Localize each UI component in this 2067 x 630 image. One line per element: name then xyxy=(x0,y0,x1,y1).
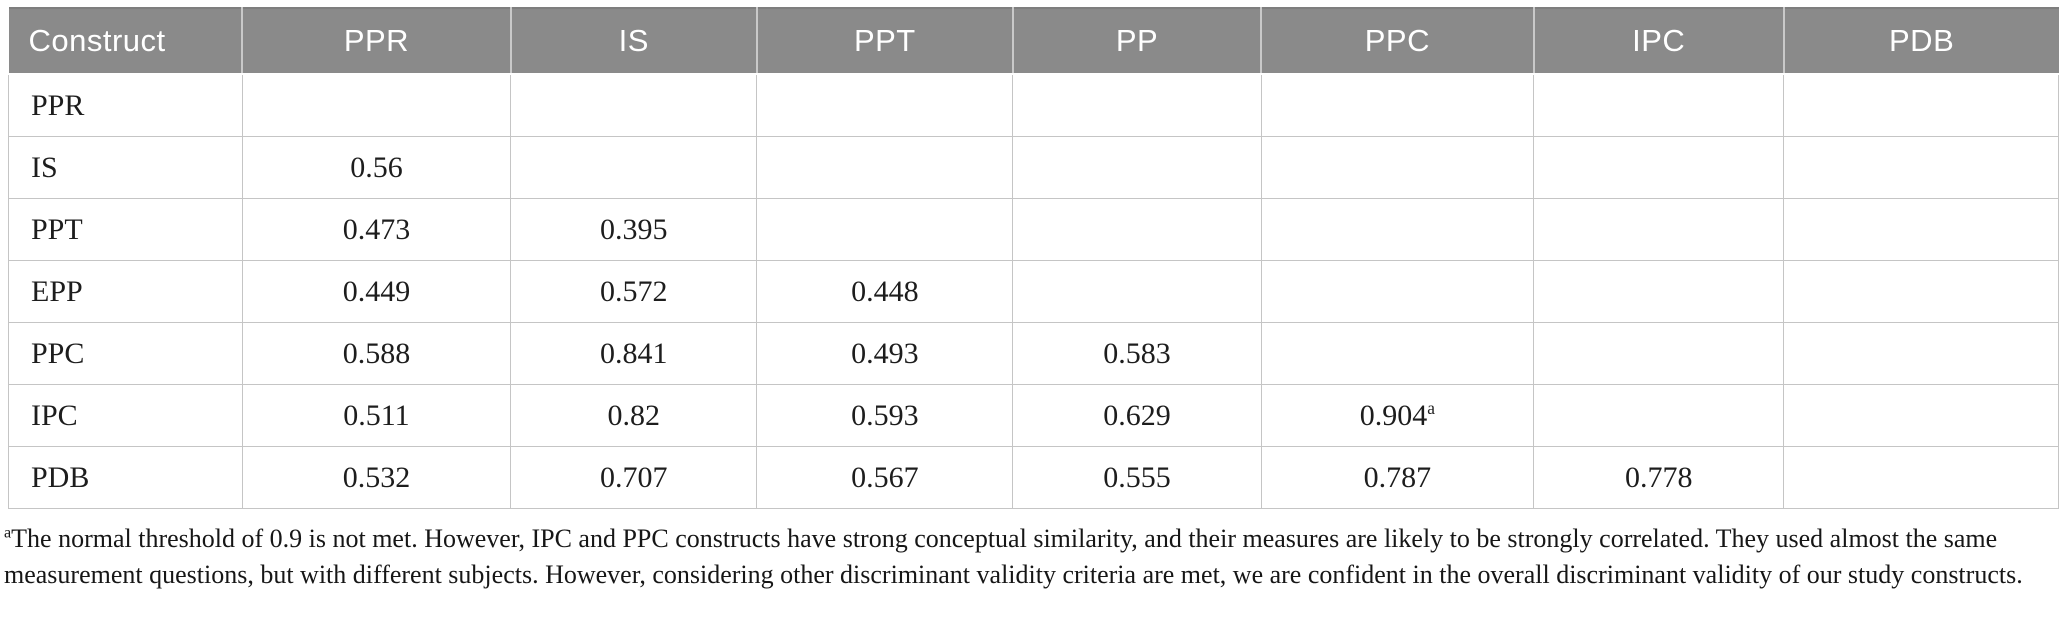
value-cell xyxy=(1783,198,2059,261)
value-cell xyxy=(1533,136,1785,199)
table-header: Construct PPR IS PPT PP PPC IPC PDB xyxy=(8,7,2059,75)
value-cell xyxy=(1533,198,1785,261)
value-cell xyxy=(1783,322,2059,385)
value-cell xyxy=(1260,260,1535,323)
value-cell xyxy=(756,136,1014,199)
table-footnote: aThe normal threshold of 0.9 is not met.… xyxy=(4,521,2059,593)
column-header-ppc: PPC xyxy=(1261,7,1535,75)
table-row-ipc: IPC 0.511 0.82 0.593 0.629 0.904a xyxy=(8,384,2059,447)
row-label: IPC xyxy=(8,384,243,447)
value-cell: 0.473 xyxy=(241,198,512,261)
value-cell xyxy=(1783,384,2059,447)
value-cell: 0.583 xyxy=(1012,322,1262,385)
value-cell xyxy=(1012,73,1262,137)
value-cell: 0.493 xyxy=(756,322,1014,385)
value-cell xyxy=(756,198,1014,261)
value-cell: 0.567 xyxy=(756,446,1014,509)
value-cell: 0.593 xyxy=(756,384,1014,447)
value-cell xyxy=(510,73,758,137)
table-row-ppc: PPC 0.588 0.841 0.493 0.583 xyxy=(8,322,2059,385)
value-cell xyxy=(1260,322,1535,385)
value-cell: 0.778 xyxy=(1533,446,1785,509)
value-cell: 0.511 xyxy=(241,384,512,447)
value-cell: 0.588 xyxy=(241,322,512,385)
value-cell xyxy=(1012,198,1262,261)
column-header-is: IS xyxy=(510,7,758,75)
value-cell xyxy=(1533,384,1785,447)
table-row-pdb: PDB 0.532 0.707 0.567 0.555 0.787 0.778 xyxy=(8,446,2059,509)
footnote-marker: a xyxy=(4,524,12,542)
value-cell xyxy=(1783,446,2059,509)
value-cell xyxy=(1783,136,2059,199)
value-cell xyxy=(1533,260,1785,323)
table-header-row: Construct PPR IS PPT PP PPC IPC PDB xyxy=(8,7,2059,75)
value-cell: 0.572 xyxy=(510,260,758,323)
value-cell: 0.449 xyxy=(241,260,512,323)
value-cell xyxy=(1533,73,1785,137)
value-cell xyxy=(1260,136,1535,199)
discriminant-validity-table: Construct PPR IS PPT PP PPC IPC PDB PPR IS 0.56 PP… xyxy=(8,7,2059,509)
column-header-pdb: PDB xyxy=(1783,7,2059,75)
value-cell xyxy=(1260,198,1535,261)
value-cell: 0.787 xyxy=(1260,446,1535,509)
table-row-ppt: PPT 0.473 0.395 xyxy=(8,198,2059,261)
table-row-is: IS 0.56 xyxy=(8,136,2059,199)
value-cell: 0.56 xyxy=(241,136,512,199)
table-row-ppr: PPR xyxy=(8,73,2059,137)
table-row-epp: EPP 0.449 0.572 0.448 xyxy=(8,260,2059,323)
table-figure: Construct PPR IS PPT PP PPC IPC PDB PPR IS 0.56 PP… xyxy=(4,7,2059,593)
row-label: PPC xyxy=(8,322,243,385)
value-cell xyxy=(1533,322,1785,385)
column-header-construct: Construct xyxy=(8,7,244,75)
value-cell xyxy=(756,73,1014,137)
value-cell: 0.707 xyxy=(510,446,758,509)
value-cell xyxy=(241,73,512,137)
value-cell: 0.555 xyxy=(1012,446,1262,509)
value-cell: 0.82 xyxy=(510,384,758,447)
value-cell: 0.629 xyxy=(1012,384,1262,447)
value-cell: 0.532 xyxy=(241,446,512,509)
value-cell: 0.395 xyxy=(510,198,758,261)
value-cell xyxy=(1012,260,1262,323)
column-header-ppr: PPR xyxy=(242,7,512,75)
row-label: PPR xyxy=(8,73,243,137)
cell-superscript: a xyxy=(1427,397,1435,418)
row-label: IS xyxy=(8,136,243,199)
value-cell xyxy=(510,136,758,199)
value-cell: 0.841 xyxy=(510,322,758,385)
value-cell xyxy=(1260,73,1535,137)
row-label: PPT xyxy=(8,198,243,261)
value-cell: 0.448 xyxy=(756,260,1014,323)
value-cell xyxy=(1012,136,1262,199)
table-body: PPR IS 0.56 PPT 0.473 0.395 EPP 0.449 0.572 0.448… xyxy=(8,73,2059,509)
value-cell: 0.904a xyxy=(1260,384,1535,447)
column-header-ipc: IPC xyxy=(1533,7,1785,75)
column-header-pp: PP xyxy=(1012,7,1263,75)
value-cell xyxy=(1783,260,2059,323)
row-label: EPP xyxy=(8,260,243,323)
column-header-ppt: PPT xyxy=(756,7,1014,75)
footnote-text: The normal threshold of 0.9 is not met. … xyxy=(4,524,2023,589)
value-cell xyxy=(1783,73,2059,137)
row-label: PDB xyxy=(8,446,243,509)
